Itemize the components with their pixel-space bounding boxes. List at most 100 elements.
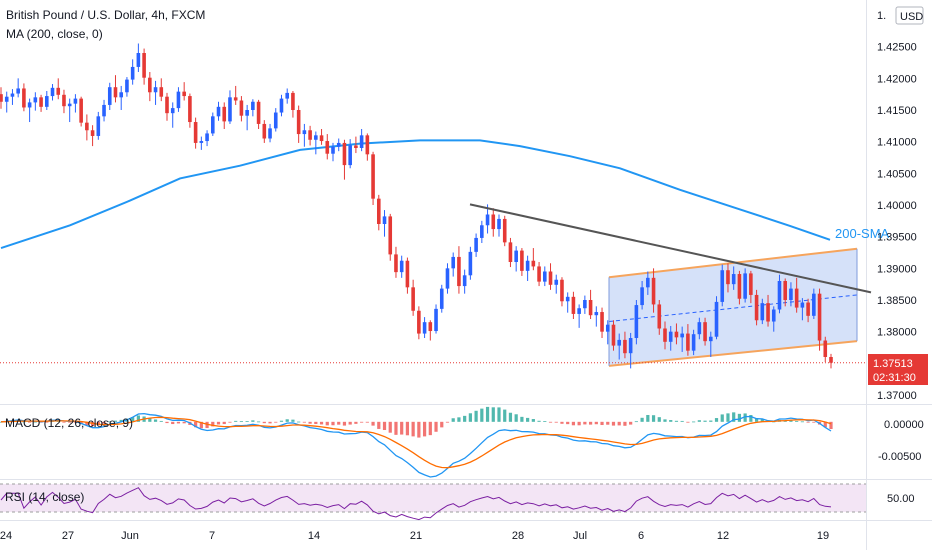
macd-histogram-bar: [274, 421, 278, 423]
candle-up: [668, 331, 673, 342]
macd-histogram-bar: [297, 421, 301, 423]
macd-histogram-bar: [211, 421, 215, 427]
macd-histogram-bar: [823, 421, 827, 428]
candle-down: [291, 92, 295, 110]
rsi-pane-label[interactable]: RSI (14, close): [5, 490, 84, 504]
macd-histogram-bar: [171, 421, 175, 425]
candle-up: [628, 338, 633, 354]
macd-histogram-bar: [148, 418, 152, 422]
trendline[interactable]: [469, 203, 872, 294]
last-price-value: 1.37513: [873, 358, 913, 370]
candle-up: [153, 87, 158, 93]
candle-down: [686, 333, 690, 351]
macd-histogram-bar: [634, 421, 638, 423]
candle-down: [783, 281, 788, 300]
time-tick-label: 14: [308, 530, 320, 542]
price-tick-label: 1.39000: [877, 263, 917, 275]
rsi-axis-50: 50.00: [887, 493, 915, 505]
candle-down: [394, 254, 398, 273]
candle-up: [302, 130, 307, 135]
macd-histogram-bar: [228, 421, 232, 423]
macd-histogram-bar: [73, 421, 78, 423]
candle-down: [829, 357, 833, 363]
candle-up: [268, 128, 272, 139]
macd-histogram-bar: [308, 421, 312, 424]
candle-down: [674, 331, 679, 338]
candle-down: [651, 277, 656, 305]
macd-histogram-bar: [737, 413, 742, 422]
macd-histogram-bar: [669, 420, 673, 422]
candle-down: [262, 123, 267, 139]
sma-annotation[interactable]: 200-SMA: [835, 226, 890, 241]
macd-histogram-bar: [256, 421, 261, 423]
candle-up: [205, 133, 209, 142]
macd-histogram-bar: [28, 421, 32, 423]
macd-histogram-bar: [342, 421, 347, 426]
candle-up: [565, 296, 570, 302]
price-axis[interactable]: 1. 1.42500 1.42000 1.41500 1.41000 1.40500 1.4…: [877, 10, 917, 402]
channel-lower-line[interactable]: [608, 340, 858, 367]
candle-down: [39, 97, 43, 107]
candle-up: [680, 333, 684, 338]
macd-group: [0, 406, 833, 478]
macd-histogram-bar: [365, 421, 369, 423]
candle-down: [531, 260, 536, 267]
macd-histogram-bar: [829, 421, 833, 430]
macd-histogram-bar: [131, 417, 135, 422]
currency-badge[interactable]: [895, 6, 924, 25]
macd-histogram-bar: [262, 421, 266, 424]
candle-down: [663, 328, 667, 342]
candle-up: [16, 88, 20, 94]
macd-histogram-bar: [285, 419, 289, 422]
candle-down: [600, 312, 604, 332]
macd-histogram-bar: [216, 421, 221, 425]
candle-down: [325, 141, 330, 154]
candle-up: [439, 288, 444, 309]
macd-pane-label[interactable]: MACD (12, 26, close, 9): [5, 416, 133, 430]
price-tick-label: 1.: [877, 10, 886, 22]
candle-up: [216, 106, 221, 117]
indicator-label[interactable]: MA (200, close, 0): [6, 27, 103, 41]
price-tick-label: 1.42500: [877, 42, 917, 54]
macd-histogram-bar: [377, 421, 381, 429]
candle-up: [199, 141, 204, 143]
macd-histogram-bar: [491, 407, 495, 422]
candle-up: [331, 146, 335, 154]
time-tick-label: 7: [209, 530, 215, 542]
candle-up: [279, 98, 284, 113]
candle-down: [428, 322, 433, 332]
price-tick-label: 1.42000: [877, 73, 917, 85]
candle-down: [520, 250, 524, 271]
macd-histogram-bar: [119, 419, 123, 422]
macd-histogram-bar: [594, 421, 598, 425]
macd-histogram-bar: [279, 420, 284, 422]
candle-up: [422, 322, 427, 334]
macd-histogram-bar: [222, 421, 226, 425]
candle-up: [605, 324, 610, 332]
macd-histogram-bar: [674, 420, 679, 422]
candle-up: [107, 87, 112, 105]
candle-up: [708, 336, 713, 342]
sma-200-line[interactable]: [0, 139, 831, 250]
macd-histogram-bar: [153, 419, 158, 422]
macd-histogram-bar: [468, 413, 472, 422]
macd-histogram-bar: [789, 419, 793, 422]
candle-up: [10, 93, 15, 97]
macd-histogram-bar: [697, 420, 701, 422]
candle-down: [657, 304, 662, 329]
macd-histogram-bar: [588, 421, 593, 425]
macd-histogram-bar: [348, 421, 352, 425]
candle-up: [743, 273, 747, 299]
time-axis[interactable]: 24 27 Jun 7 14 21 28 Jul 6 12 19: [0, 530, 829, 542]
candle-up: [480, 225, 484, 238]
candle-up: [314, 135, 318, 140]
candles-group[interactable]: [0, 43, 833, 369]
macd-histogram-bar: [159, 420, 163, 422]
candle-down: [703, 322, 707, 342]
macd-histogram-bar: [422, 421, 427, 437]
candle-down: [296, 110, 301, 135]
macd-histogram-bar: [474, 410, 478, 422]
macd-histogram-bar: [800, 421, 804, 423]
candle-down: [0, 94, 3, 102]
